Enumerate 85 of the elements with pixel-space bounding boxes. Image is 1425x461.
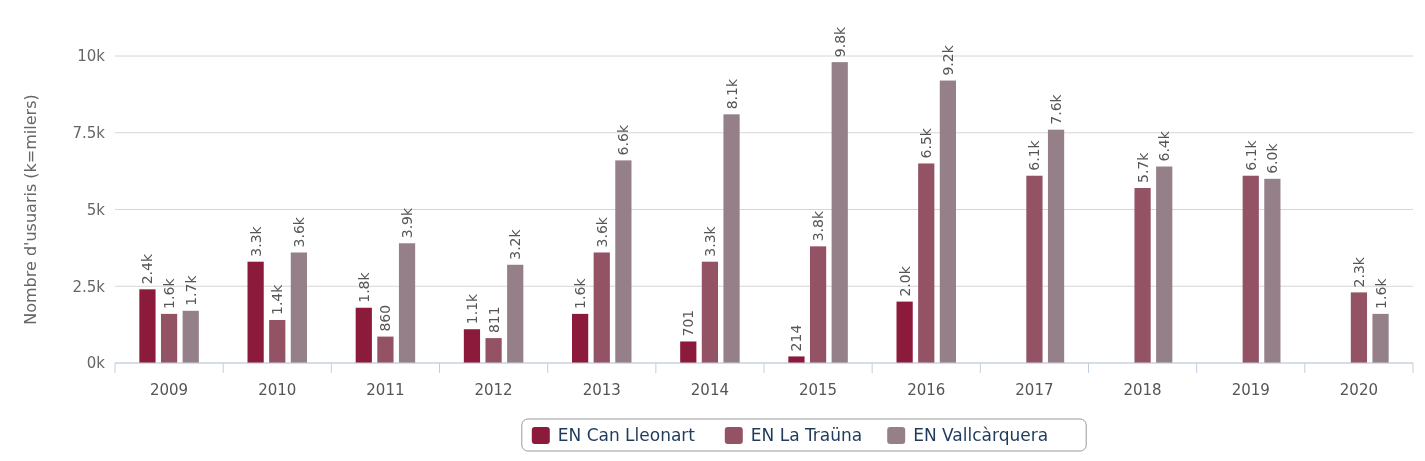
data-label: 2.3k: [1350, 256, 1367, 288]
bar: [896, 301, 913, 363]
data-label: 3.6k: [593, 216, 610, 248]
data-label: 6.6k: [615, 124, 632, 156]
x-tick-label: 2009: [149, 381, 189, 399]
data-label: 214: [788, 324, 805, 352]
bar: [1372, 313, 1389, 363]
bar: [485, 338, 502, 363]
bar: [918, 163, 935, 363]
bar: [398, 243, 416, 363]
data-label: 1.4k: [269, 283, 286, 316]
data-label: 3.3k: [701, 225, 718, 257]
bar: [701, 261, 719, 363]
x-tick-label: 2020: [1339, 381, 1379, 399]
data-label: 3.2k: [507, 228, 524, 260]
bar: [788, 356, 805, 363]
data-label: 3.3k: [247, 225, 264, 257]
bar: [723, 114, 740, 363]
bar: [680, 341, 697, 363]
y-tick-label: 2.5k: [72, 277, 106, 296]
bar: [809, 246, 827, 363]
y-axis-title: Nombre d'usuaris (k=milers): [21, 94, 40, 325]
bar: [1134, 188, 1151, 363]
bar: [355, 307, 372, 363]
bar: [1026, 175, 1043, 363]
y-tick-label: 10k: [77, 47, 106, 66]
data-label: 1.6k: [161, 277, 178, 309]
data-label: 9.2k: [939, 44, 956, 76]
bar: [182, 310, 199, 363]
data-label: 3.6k: [290, 216, 307, 248]
x-tick-label: 2018: [1123, 381, 1162, 399]
data-label: 6.4k: [1156, 130, 1173, 162]
bar: [377, 336, 394, 363]
data-label: 7.6k: [1048, 93, 1065, 125]
bar: [139, 289, 156, 363]
x-tick-label: 2010: [258, 381, 297, 399]
data-label: 6.5k: [918, 127, 935, 159]
x-tick-label: 2014: [690, 381, 730, 399]
bar: [1156, 166, 1173, 363]
y-tick-label: 7.5k: [72, 124, 106, 142]
bar: [1350, 292, 1368, 363]
data-label: 5.7k: [1134, 151, 1151, 184]
data-label: 811: [485, 306, 502, 334]
bar: [463, 329, 481, 363]
x-tick-label: 2012: [474, 381, 513, 399]
bar: [1047, 129, 1065, 363]
data-label: 3.8k: [810, 210, 827, 242]
bar: [247, 261, 264, 363]
data-label: 8.1k: [723, 78, 740, 110]
bar: [572, 313, 589, 363]
data-label: 9.8k: [831, 25, 848, 58]
data-label: 6.1k: [1242, 139, 1259, 171]
x-tick-label: 2017: [1015, 381, 1054, 399]
data-label: 6.1k: [1026, 139, 1043, 171]
x-tick-label: 2019: [1231, 381, 1270, 399]
bar: [615, 160, 632, 363]
bar: [507, 264, 524, 363]
data-label: 1.6k: [572, 277, 589, 309]
data-label: 1.8k: [355, 271, 372, 303]
x-tick-label: 2011: [366, 381, 405, 399]
legend-label: EN Can Lleonart: [557, 424, 696, 445]
data-label: 2.4k: [139, 253, 156, 285]
data-label: 1.1k: [463, 292, 480, 325]
legend-label: EN La Traüna: [750, 424, 863, 445]
x-tick-label: 2013: [582, 381, 621, 399]
bar: [290, 252, 307, 363]
data-label: 860: [377, 304, 394, 332]
bar: [1242, 175, 1259, 363]
data-label: 1.6k: [1372, 277, 1389, 309]
bar: [1264, 178, 1281, 363]
data-label: 2.0k: [896, 265, 913, 297]
data-label: 6.0k: [1264, 142, 1281, 174]
data-label: 1.7k: [182, 274, 199, 306]
x-tick-label: 2016: [907, 381, 946, 399]
data-label: 701: [680, 309, 697, 337]
y-tick-label: 0k: [86, 354, 106, 373]
bar: [269, 320, 286, 363]
data-label: 3.9k: [399, 207, 416, 239]
legend-label: EN Vallcàrquera: [913, 424, 1049, 445]
bar: [939, 80, 956, 363]
bar: [831, 62, 848, 363]
y-tick-label: 5k: [86, 200, 106, 219]
bar: [593, 252, 610, 363]
x-tick-label: 2015: [798, 381, 838, 399]
bar: [160, 313, 178, 363]
